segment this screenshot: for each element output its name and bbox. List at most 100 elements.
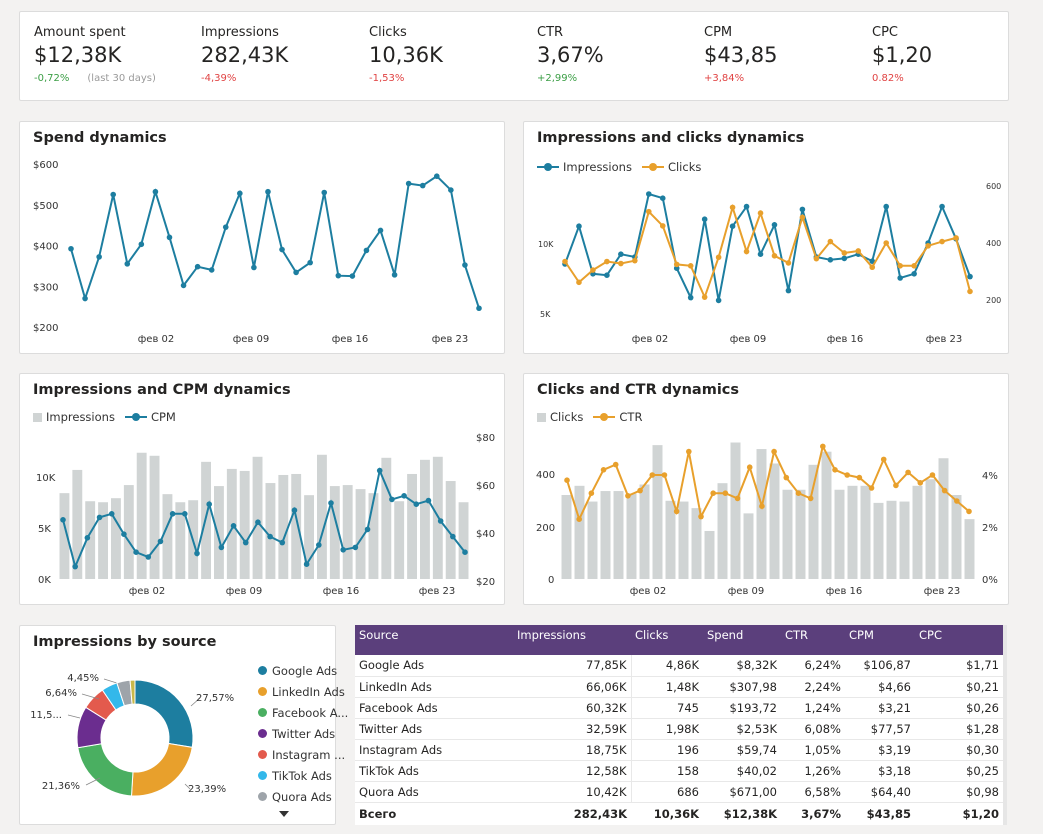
- clicks-point[interactable]: [953, 235, 959, 241]
- clicks-point[interactable]: [632, 257, 638, 264]
- clicks-point[interactable]: [562, 258, 568, 265]
- ctr-point[interactable]: [844, 472, 850, 478]
- cpm-point[interactable]: [182, 511, 188, 517]
- ctr-point[interactable]: [795, 490, 802, 496]
- ctr-point[interactable]: [856, 474, 863, 481]
- impressions-point[interactable]: [701, 216, 708, 222]
- column-header[interactable]: CPC: [915, 625, 1003, 655]
- clicks-point[interactable]: [576, 279, 582, 286]
- impressions-bar[interactable]: [136, 452, 147, 579]
- clicks-bar[interactable]: [782, 489, 793, 579]
- clicks-point[interactable]: [715, 254, 722, 261]
- ctr-point[interactable]: [576, 516, 582, 522]
- cpm-point[interactable]: [303, 561, 310, 567]
- impressions-bar[interactable]: [111, 498, 121, 579]
- spend-point[interactable]: [82, 295, 88, 302]
- spend-point[interactable]: [237, 190, 243, 197]
- impressions-bar[interactable]: [175, 502, 186, 579]
- clicks-bar[interactable]: [886, 500, 897, 579]
- clicks-bar[interactable]: [925, 479, 936, 579]
- impressions-bar[interactable]: [239, 470, 250, 579]
- clicks-point[interactable]: [967, 288, 973, 295]
- spend-point[interactable]: [419, 182, 426, 189]
- ctr-point[interactable]: [625, 493, 631, 499]
- impressions-bar[interactable]: [59, 493, 70, 579]
- donut-legend-item[interactable]: TikTok Ads: [258, 765, 348, 786]
- cpm-point[interactable]: [462, 549, 468, 555]
- clicks-bar[interactable]: [574, 485, 585, 579]
- ctr-point[interactable]: [905, 469, 911, 476]
- clicks-point[interactable]: [883, 240, 890, 246]
- spend-point[interactable]: [124, 261, 131, 267]
- table-row[interactable]: Facebook Ads 60,32K 745 $193,72 1,24% $3,21 $0…: [355, 697, 1003, 719]
- donut-slice[interactable]: [129, 679, 136, 705]
- impressions-bar[interactable]: [278, 474, 289, 579]
- impressions-point[interactable]: [827, 257, 834, 263]
- table-row[interactable]: Google Ads 77,85K 4,86K $8,32K 6,24% $106,87 $…: [355, 655, 1003, 677]
- legend-item-impressions-bar[interactable]: Impressions: [33, 410, 115, 424]
- clicks-bar[interactable]: [626, 493, 637, 579]
- impressions-bar[interactable]: [458, 502, 469, 579]
- cpm-point[interactable]: [121, 531, 127, 537]
- ctr-point[interactable]: [564, 477, 570, 483]
- impressions-point[interactable]: [576, 223, 582, 229]
- clicks-bar[interactable]: [899, 501, 910, 579]
- ctr-point[interactable]: [661, 472, 668, 478]
- clicks-bar[interactable]: [600, 491, 611, 579]
- legend-item-clicks-bar[interactable]: Clicks: [537, 410, 583, 424]
- column-header[interactable]: Clicks: [631, 625, 703, 655]
- ctr-point[interactable]: [600, 467, 607, 473]
- clicks-bar[interactable]: [561, 495, 572, 579]
- clicks-point[interactable]: [673, 261, 680, 268]
- clicks-point[interactable]: [785, 260, 792, 266]
- impressions-bar[interactable]: [252, 456, 263, 579]
- clicks-point[interactable]: [925, 243, 931, 249]
- impressions-point[interactable]: [967, 273, 973, 280]
- ctr-point[interactable]: [698, 513, 704, 520]
- ctr-point[interactable]: [832, 467, 838, 473]
- cpm-point[interactable]: [242, 539, 249, 546]
- clicks-bar[interactable]: [938, 458, 949, 579]
- clicks-point[interactable]: [827, 238, 834, 245]
- table-row[interactable]: LinkedIn Ads 66,06K 1,48K $307,98 2,24% $4,66…: [355, 676, 1003, 698]
- clicks-point[interactable]: [659, 223, 666, 229]
- clicks-bar[interactable]: [717, 483, 728, 579]
- spend-point[interactable]: [96, 254, 102, 260]
- ctr-point[interactable]: [686, 448, 692, 455]
- spend-point[interactable]: [391, 272, 398, 278]
- clicks-point[interactable]: [604, 258, 610, 265]
- clicks-point[interactable]: [645, 208, 652, 215]
- cpm-point[interactable]: [279, 539, 286, 546]
- spend-point[interactable]: [166, 234, 173, 241]
- cpm-point[interactable]: [316, 542, 322, 548]
- donut-legend-item[interactable]: Google Ads: [258, 660, 348, 681]
- table-scrollbar[interactable]: [1003, 625, 1007, 825]
- impressions-point[interactable]: [911, 271, 917, 277]
- impressions-bar[interactable]: [123, 485, 134, 579]
- cpm-point[interactable]: [389, 496, 395, 503]
- impressions-bar[interactable]: [394, 501, 405, 579]
- clicks-bar[interactable]: [951, 495, 962, 579]
- clicks-bar[interactable]: [587, 501, 598, 579]
- table-row[interactable]: Twitter Ads 32,59K 1,98K $2,53K 6,08% $77,57 $…: [355, 718, 1003, 740]
- clicks-bar[interactable]: [691, 508, 702, 579]
- cpm-point[interactable]: [255, 519, 261, 525]
- cpm-point[interactable]: [145, 554, 152, 560]
- spend-point[interactable]: [279, 246, 285, 253]
- clicks-point[interactable]: [771, 253, 778, 259]
- cpm-point[interactable]: [96, 514, 103, 521]
- impressions-bar[interactable]: [265, 483, 276, 579]
- clicks-point[interactable]: [813, 255, 820, 262]
- clicks-bar[interactable]: [873, 502, 884, 579]
- impressions-point[interactable]: [771, 222, 778, 228]
- donut-slice[interactable]: [77, 743, 134, 797]
- cpm-point[interactable]: [60, 517, 66, 523]
- cpm-point[interactable]: [376, 467, 383, 474]
- clicks-point[interactable]: [855, 248, 862, 254]
- ctr-point[interactable]: [771, 448, 777, 455]
- cpm-point[interactable]: [169, 511, 176, 517]
- donut-legend-item[interactable]: Instagram ...: [258, 744, 348, 765]
- ctr-point[interactable]: [612, 461, 619, 468]
- ctr-point[interactable]: [880, 456, 887, 463]
- impressions-point[interactable]: [785, 287, 792, 294]
